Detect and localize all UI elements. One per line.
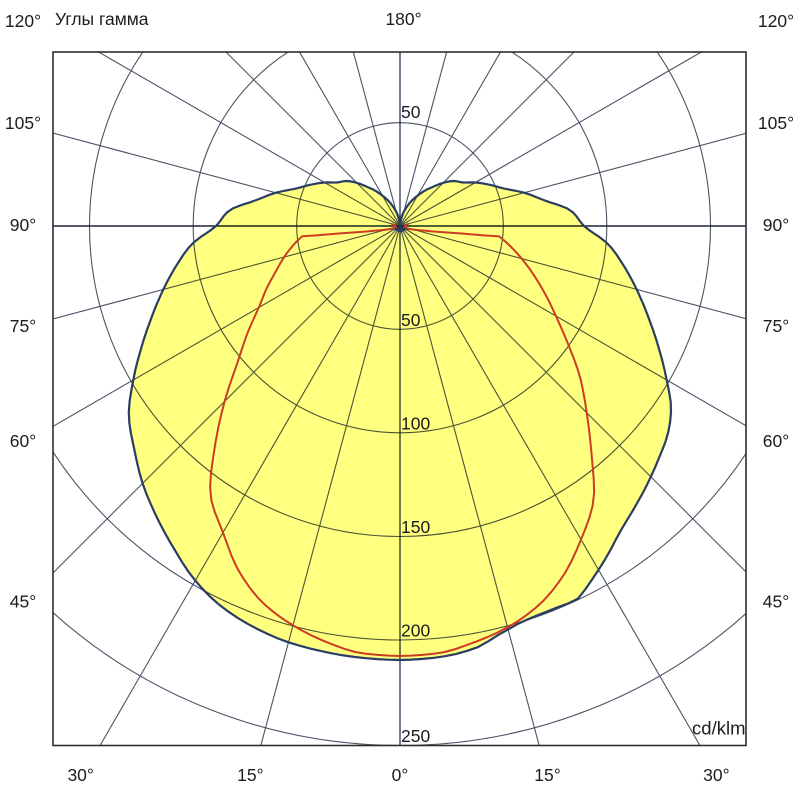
svg-text:45°: 45°: [10, 592, 36, 612]
svg-text:60°: 60°: [10, 431, 36, 451]
svg-text:cd/klm: cd/klm: [692, 718, 745, 739]
svg-text:45°: 45°: [763, 592, 789, 612]
svg-text:180°: 180°: [385, 9, 421, 29]
svg-text:15°: 15°: [237, 765, 263, 785]
svg-text:30°: 30°: [703, 765, 729, 785]
svg-text:75°: 75°: [763, 316, 789, 336]
svg-text:30°: 30°: [67, 765, 93, 785]
svg-text:200: 200: [401, 621, 430, 641]
svg-text:120°: 120°: [5, 11, 41, 31]
svg-text:60°: 60°: [763, 431, 789, 451]
svg-text:50: 50: [401, 102, 421, 122]
svg-text:15°: 15°: [534, 765, 560, 785]
svg-text:120°: 120°: [758, 11, 794, 31]
svg-text:150: 150: [401, 517, 430, 537]
svg-text:Углы гамма: Углы гамма: [55, 9, 149, 29]
svg-text:50: 50: [401, 310, 421, 330]
svg-text:75°: 75°: [10, 316, 36, 336]
svg-text:90°: 90°: [10, 215, 36, 235]
svg-text:100: 100: [401, 413, 430, 433]
svg-text:250: 250: [401, 726, 430, 746]
svg-text:105°: 105°: [758, 113, 794, 133]
svg-text:90°: 90°: [763, 215, 789, 235]
svg-text:105°: 105°: [5, 113, 41, 133]
svg-text:0°: 0°: [392, 765, 409, 785]
